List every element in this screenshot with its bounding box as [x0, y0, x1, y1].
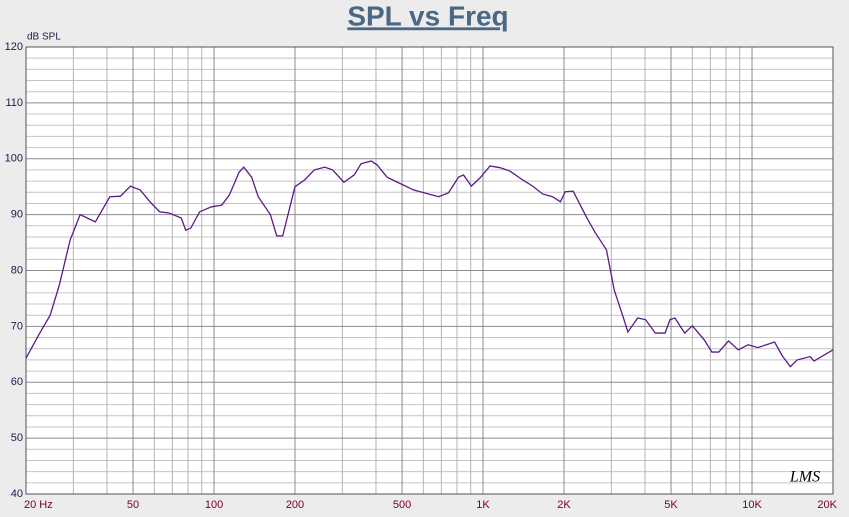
x-tick-label: 50: [127, 499, 139, 511]
x-tick-label: 200: [286, 499, 304, 511]
watermark: LMS: [789, 469, 820, 486]
response-line: [25, 160, 834, 368]
y-tick-label: 50: [11, 432, 23, 444]
plot-border: [25, 46, 834, 495]
y-tick-label: 90: [11, 209, 23, 221]
x-tick-label: 500: [393, 499, 411, 511]
y-tick-label: 110: [5, 97, 23, 109]
y-axis-label: dB SPL: [27, 32, 61, 43]
x-tick-label: 5K: [664, 499, 678, 511]
y-tick-label: 80: [11, 264, 23, 276]
x-tick-label: 20 Hz: [24, 499, 53, 511]
chart-title: SPL vs Freq: [347, 0, 508, 31]
y-tick-label: 40: [11, 488, 23, 500]
y-tick-label: 100: [5, 153, 23, 165]
y-tick-label: 120: [5, 41, 23, 53]
x-tick-label: 20K: [817, 499, 837, 511]
y-tick-label: 60: [11, 376, 23, 388]
x-tick-label: 1K: [476, 499, 490, 511]
x-tick-label: 10K: [742, 499, 762, 511]
x-tick-label: 2K: [557, 499, 571, 511]
x-tick-label: 100: [205, 499, 223, 511]
y-tick-label: 70: [11, 320, 23, 332]
